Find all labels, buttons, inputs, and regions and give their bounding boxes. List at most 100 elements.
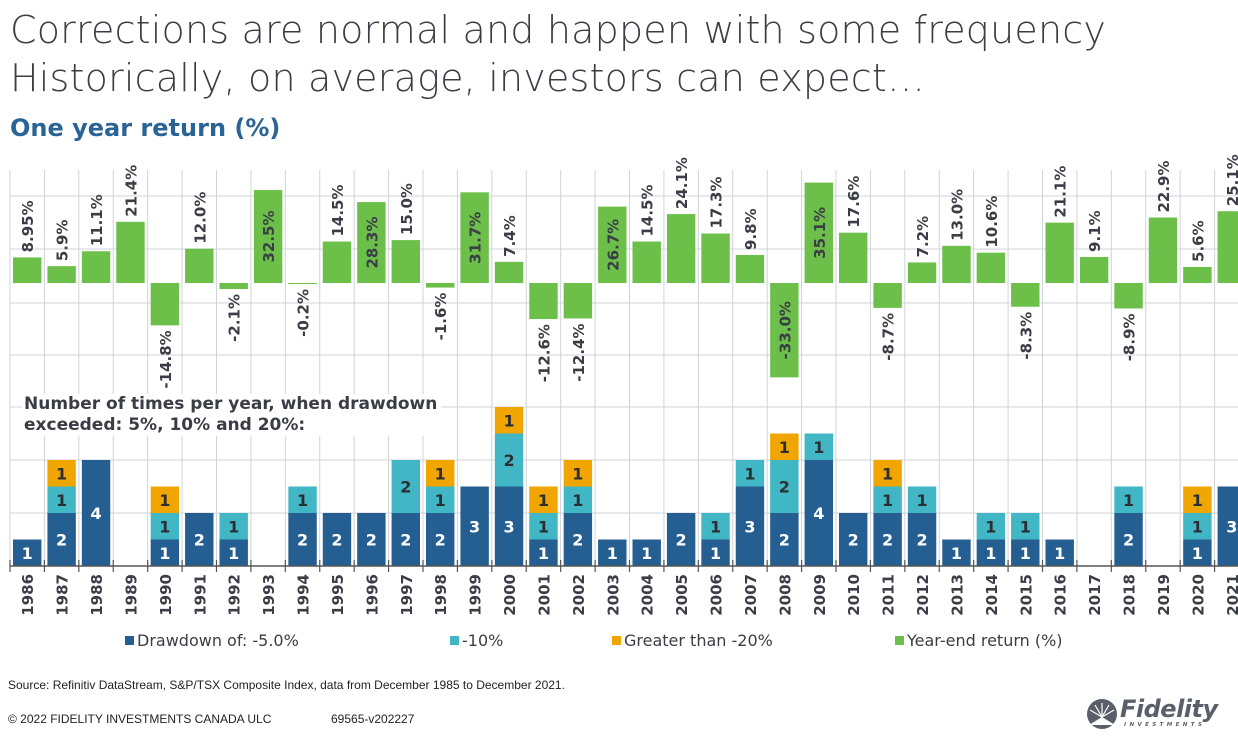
drawdown-count-label: 1 xyxy=(1054,544,1065,563)
drawdown-count-label: 2 xyxy=(331,531,342,550)
drawdown-count-label: 4 xyxy=(90,504,101,523)
x-axis-year-label: 2012 xyxy=(914,574,932,616)
x-axis-year-label: 2017 xyxy=(1086,574,1104,616)
return-data-label: 14.5% xyxy=(329,184,347,236)
drawdown-5-segment xyxy=(81,460,111,566)
drawdown-10-segment xyxy=(494,433,524,487)
copyright: © 2022 FIDELITY INVESTMENTS CANADA ULC xyxy=(8,712,272,726)
fidelity-logo: Fidelity INVESTMENTS xyxy=(1086,695,1226,731)
return-bar xyxy=(116,221,145,283)
drawdown-5-segment xyxy=(322,513,352,566)
chart-legend: Drawdown of: -5.0% -10% Greater than -20… xyxy=(0,631,1238,653)
drawdown-20-segment xyxy=(873,460,902,487)
x-axis-year-label: 2011 xyxy=(880,574,898,616)
drawdown-10-segment xyxy=(391,460,420,513)
drawdown-10-segment xyxy=(1183,513,1212,540)
fidelity-sunburst-icon xyxy=(1087,699,1117,729)
drawdown-5-segment xyxy=(391,513,420,566)
return-data-label: 9.1% xyxy=(1086,210,1104,252)
drawdown-count-label: 4 xyxy=(813,504,824,523)
return-data-label: -8.3% xyxy=(1017,312,1035,360)
legend-label: Year-end return (%) xyxy=(907,631,1063,650)
slide-title-line1: Corrections are normal and happen with s… xyxy=(10,8,1107,52)
return-bar xyxy=(47,266,76,283)
drawdown-5-segment xyxy=(150,539,180,566)
return-data-label: 10.6% xyxy=(983,196,1001,248)
drawdown-10-segment xyxy=(1114,486,1143,513)
return-bar xyxy=(1045,222,1074,283)
logo-subtext: INVESTMENTS xyxy=(1124,722,1206,728)
return-data-label: -8.9% xyxy=(1121,313,1139,361)
drawdown-5-segment xyxy=(1011,539,1040,566)
legend-item-drawdown-10: -10% xyxy=(450,631,503,650)
drawdown-5-segment xyxy=(976,539,1006,566)
drawdown-count-label: 1 xyxy=(22,544,33,563)
drawdown-count-label: 1 xyxy=(710,517,721,536)
document-code: 69565-v202227 xyxy=(331,712,415,726)
x-axis-year-label: 2021 xyxy=(1224,574,1238,616)
return-bar xyxy=(598,206,627,283)
x-axis-year-label: 1996 xyxy=(363,574,381,616)
return-bar xyxy=(907,262,937,283)
return-data-label: -2.1% xyxy=(226,294,244,342)
drawdown-count-label: 1 xyxy=(916,491,927,510)
drawdown-5-segment xyxy=(460,486,489,566)
return-data-label: -14.8% xyxy=(157,330,175,388)
drawdown-count-label: 1 xyxy=(710,544,721,563)
x-axis-year-label: 2009 xyxy=(811,574,829,616)
x-axis-year-label: 1989 xyxy=(122,574,140,616)
drawdown-10-segment xyxy=(770,460,799,513)
x-axis-year-label: 1995 xyxy=(329,574,347,616)
drawdown-count-label: 1 xyxy=(159,544,170,563)
x-axis-year-label: 2014 xyxy=(983,574,1001,616)
drawdown-5-segment xyxy=(494,486,524,566)
return-bar xyxy=(219,283,248,290)
drawdown-20-segment xyxy=(494,407,524,434)
drawdown-count-label: 1 xyxy=(1020,544,1031,563)
return-data-label: 7.4% xyxy=(501,215,519,257)
x-axis-year-label: 2006 xyxy=(708,574,726,616)
drawdown-10-segment xyxy=(873,486,902,513)
drawdown-count-label: 1 xyxy=(882,491,893,510)
drawdown-5-segment xyxy=(1183,539,1212,566)
drawdown-count-label: 1 xyxy=(572,464,583,483)
return-bar xyxy=(322,241,352,283)
return-data-label: 21.4% xyxy=(122,165,140,217)
drawdown-count-label: 2 xyxy=(572,531,583,550)
return-bar xyxy=(529,283,558,320)
drawdown-20-segment xyxy=(47,460,76,487)
drawdown-10-segment xyxy=(907,486,937,513)
drawdown-10-segment xyxy=(563,486,593,513)
drawdown-5-segment xyxy=(288,513,317,566)
return-data-label: 5.6% xyxy=(1189,220,1207,262)
drawdown-count-label: 1 xyxy=(297,491,308,510)
drawdown-count-label: 3 xyxy=(744,517,755,536)
drawdown-count-label: 1 xyxy=(1192,517,1203,536)
return-bar xyxy=(494,261,524,283)
drawdown-count-label: 1 xyxy=(503,411,514,430)
return-data-label: 12.0% xyxy=(191,192,209,244)
x-axis-year-label: 1997 xyxy=(398,574,416,616)
drawdown-10-segment xyxy=(804,433,833,460)
drawdown-count-label: 3 xyxy=(1226,517,1237,536)
return-data-label: 15.0% xyxy=(398,183,416,235)
drawdown-count-label: 1 xyxy=(1192,491,1203,510)
return-bar xyxy=(1148,217,1178,283)
drawdown-5-segment xyxy=(666,513,696,566)
drawdown-count-label: 1 xyxy=(538,517,549,536)
drawdown-5-segment xyxy=(426,513,455,566)
return-bar xyxy=(563,283,593,319)
drawdown-count-label: 2 xyxy=(779,531,790,550)
drawdown-count-label: 1 xyxy=(1192,544,1203,563)
legend-label: Greater than -20% xyxy=(624,631,773,650)
chart-grid xyxy=(9,170,1238,566)
drawdown-count-label: 2 xyxy=(882,531,893,550)
drawdown-10-segment xyxy=(735,460,765,487)
drawdown-20-segment xyxy=(426,460,455,487)
drawdown-5-segment xyxy=(529,539,558,566)
x-axis-year-label: 2016 xyxy=(1052,574,1070,616)
return-data-label: -1.6% xyxy=(432,293,450,341)
x-axis-year-label: 2005 xyxy=(673,574,691,616)
drawdown-count-label: 1 xyxy=(641,544,652,563)
drawdown-count-label: 2 xyxy=(435,531,446,550)
